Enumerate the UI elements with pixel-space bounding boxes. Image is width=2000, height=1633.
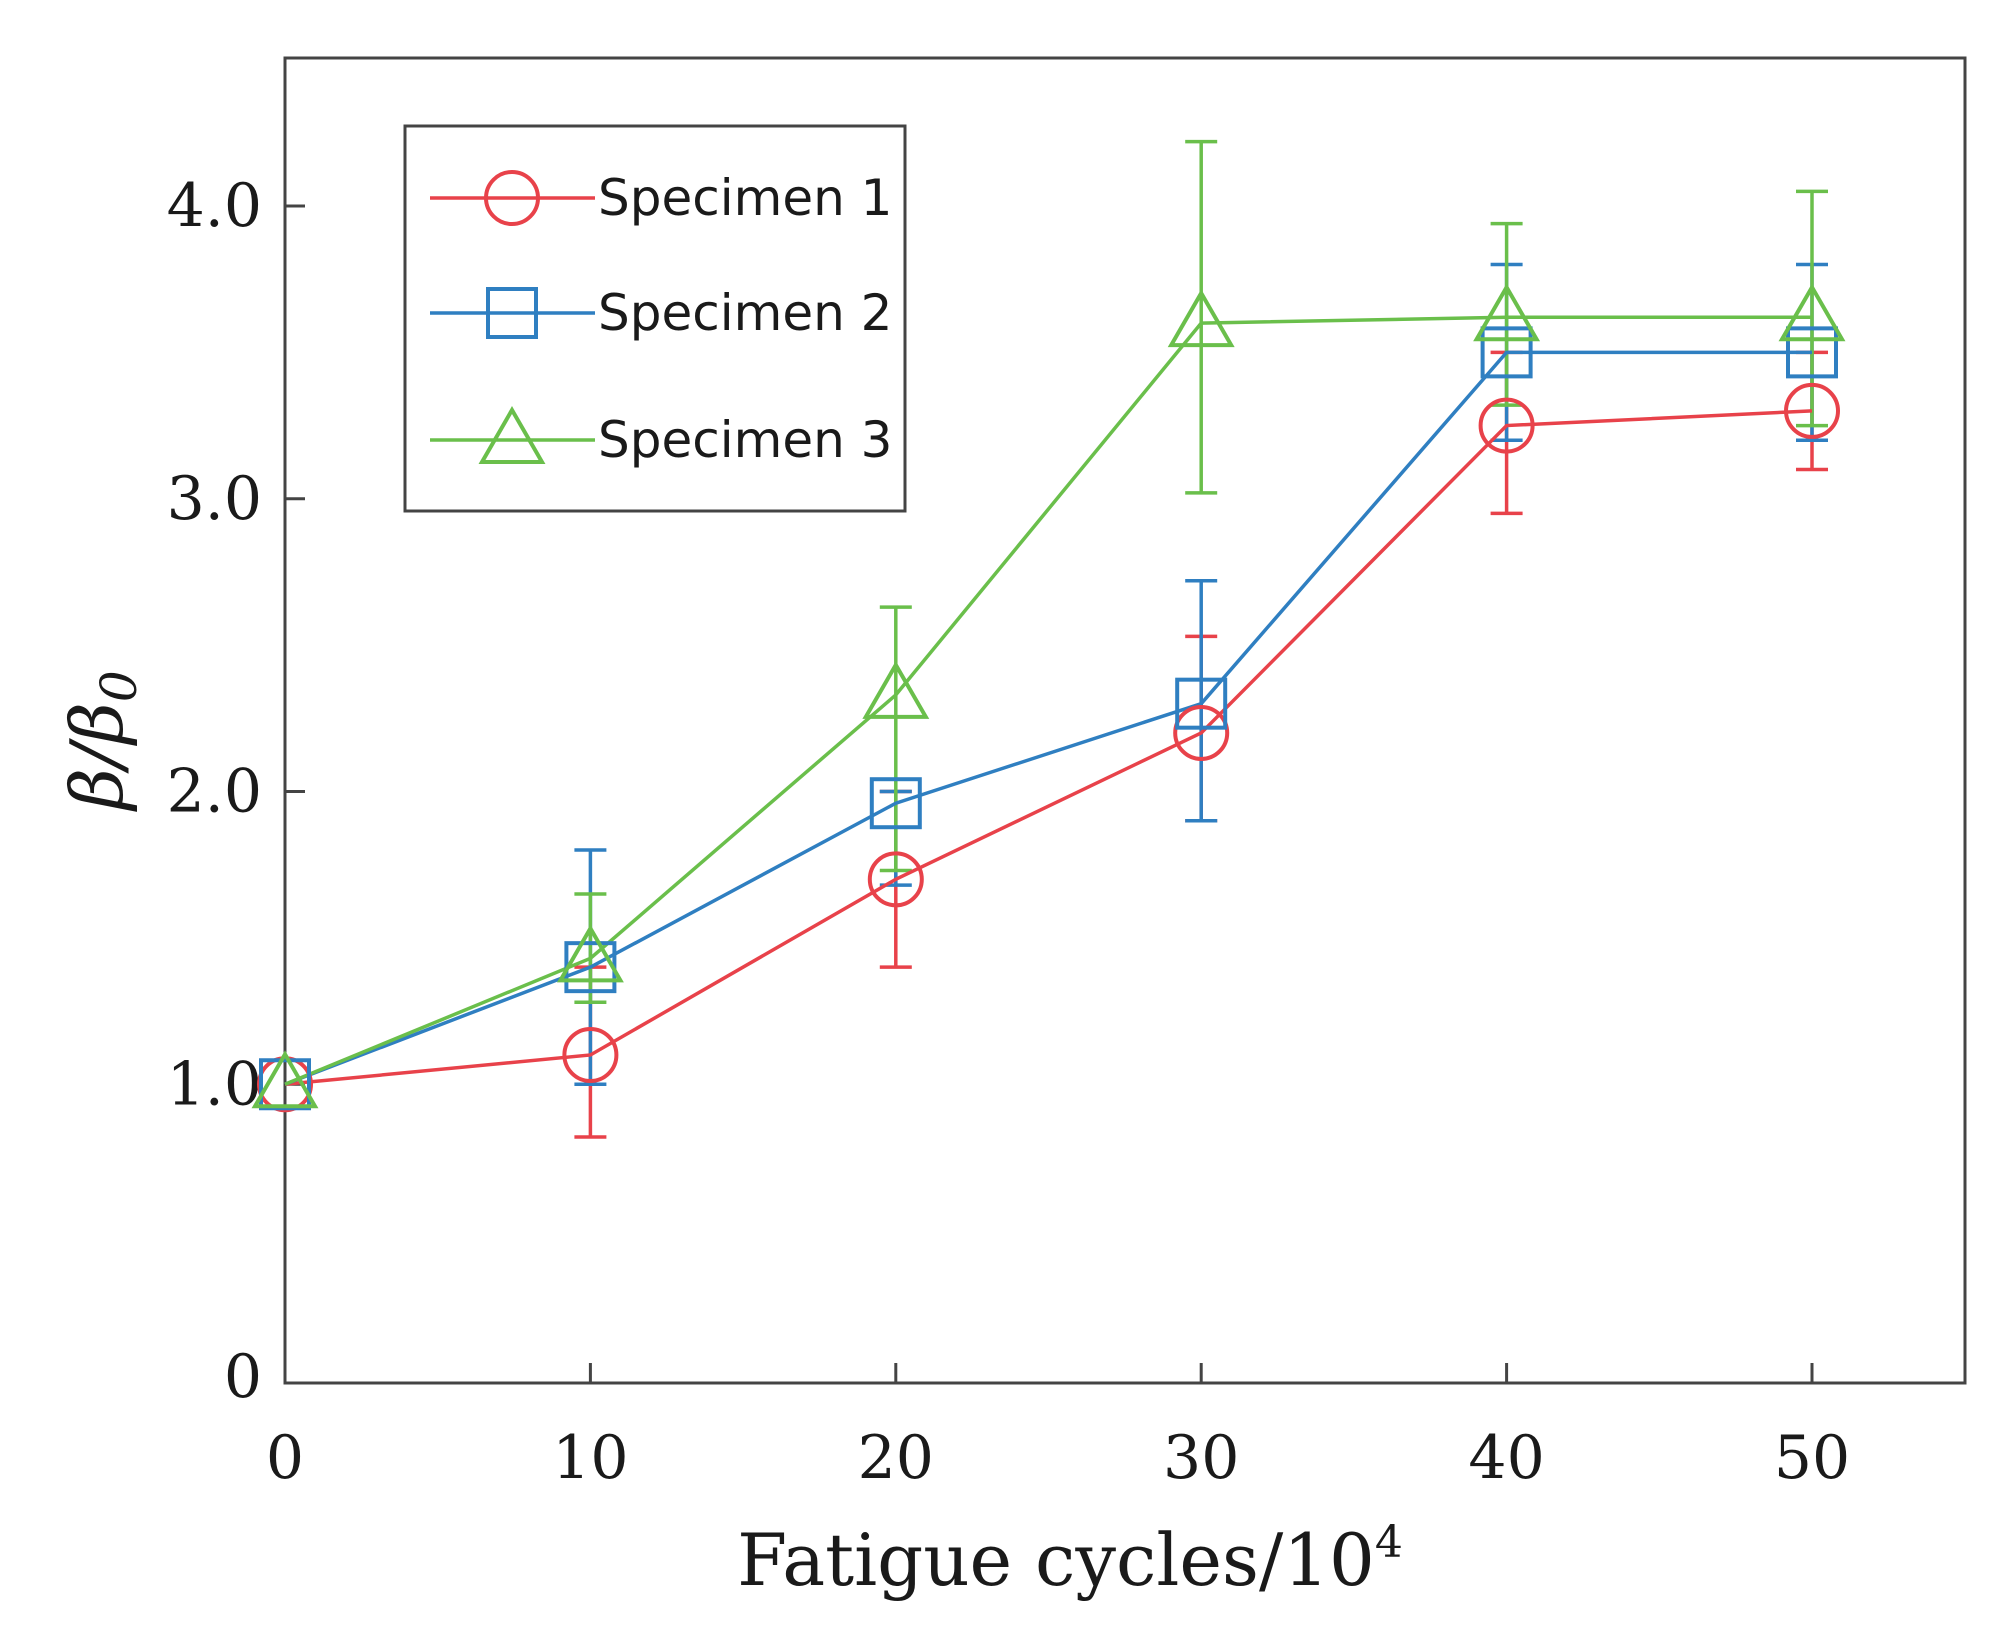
legend-label-specimen-3: Specimen 3 xyxy=(598,411,892,469)
data-point-specimen-3 xyxy=(251,1050,319,1109)
data-point-specimen-2 xyxy=(1480,326,1533,379)
legend: Specimen 1 Specimen 2 Specimen 3 xyxy=(403,124,907,513)
data-point-specimen-3 xyxy=(1473,283,1541,342)
series-line-2 xyxy=(284,350,1812,1086)
x-tick-label: 40 xyxy=(1468,1423,1544,1493)
y-axis-title: β/β0 xyxy=(55,670,148,812)
data-point-specimen-3 xyxy=(556,924,624,983)
data-point-specimen-1 xyxy=(1784,382,1840,439)
data-point-specimen-1 xyxy=(562,1026,619,1083)
data-point-specimen-1 xyxy=(867,851,924,908)
series-markers xyxy=(251,283,1846,1113)
legend-marker-specimen-3 xyxy=(478,405,546,464)
x-tick-label: 0 xyxy=(266,1423,304,1493)
plot-frame xyxy=(283,56,1967,1385)
data-point-specimen-1 xyxy=(1173,704,1230,761)
y-tick-label: 3.0 xyxy=(167,464,262,534)
data-point-specimen-3 xyxy=(1778,283,1846,342)
y-tick-label: 4.0 xyxy=(167,171,262,241)
legend-label-specimen-1: Specimen 1 xyxy=(598,169,892,227)
x-tick-label: 20 xyxy=(858,1423,934,1493)
data-point-specimen-2 xyxy=(1175,677,1228,730)
x-tick-label: 50 xyxy=(1774,1423,1850,1493)
data-point-specimen-3 xyxy=(1167,289,1235,348)
axis-ticks: 0 10 20 30 40 50 0 1.0 2.0 3.0 4.0 xyxy=(167,171,1851,1493)
y-tick-label: 1.0 xyxy=(167,1049,262,1119)
data-point-specimen-2 xyxy=(1786,326,1838,379)
series-line-3 xyxy=(284,315,1812,1086)
legend-marker-specimen-1 xyxy=(484,170,540,226)
x-tick-label: 30 xyxy=(1163,1423,1239,1493)
legend-label-specimen-2: Specimen 2 xyxy=(598,284,892,342)
legend-marker-specimen-2 xyxy=(486,287,538,339)
data-point-specimen-3 xyxy=(862,660,930,719)
x-axis-title: Fatigue cycles/104 xyxy=(737,1517,1403,1602)
data-point-specimen-2 xyxy=(869,777,922,830)
y-tick-label: 0 xyxy=(224,1342,262,1412)
y-tick-label: 2.0 xyxy=(167,757,262,827)
series-lines xyxy=(284,315,1813,1086)
data-point-specimen-1 xyxy=(1478,397,1535,454)
series-line-1 xyxy=(284,409,1813,1086)
x-tick-label: 10 xyxy=(552,1423,628,1493)
